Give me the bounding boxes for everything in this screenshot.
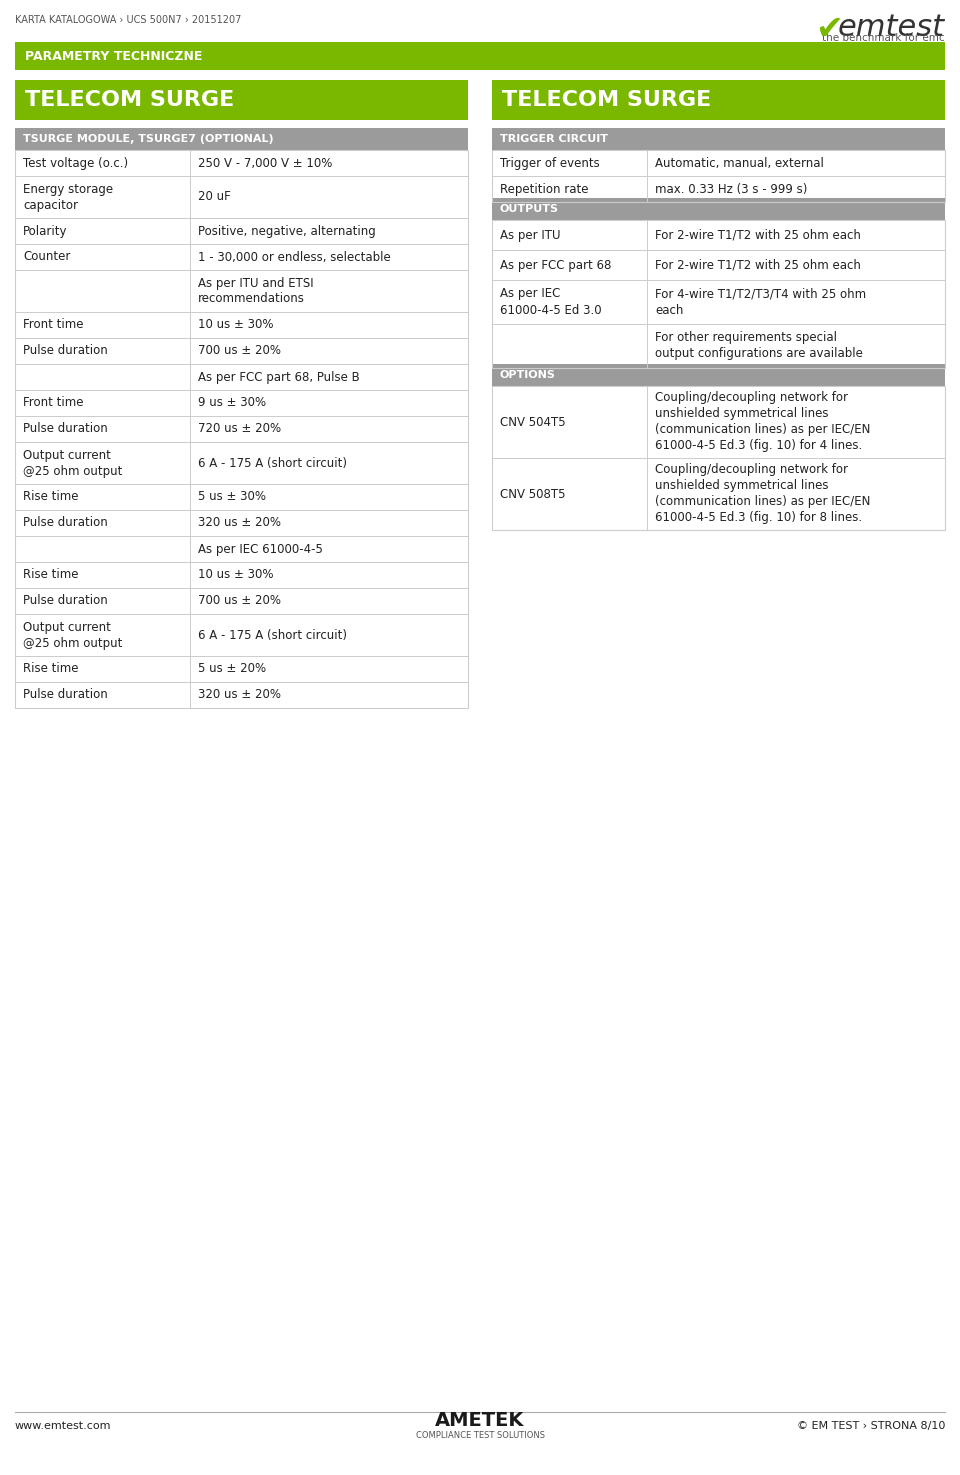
Text: For 2-wire T1/T2 with 25 ohm each: For 2-wire T1/T2 with 25 ohm each	[655, 258, 861, 271]
Bar	[15, 150, 468, 708]
Text: 6 A - 175 A (short circuit): 6 A - 175 A (short circuit)	[198, 456, 347, 469]
Text: Test voltage (o.c.): Test voltage (o.c.)	[23, 156, 128, 170]
Text: 700 us ± 20%: 700 us ± 20%	[198, 594, 281, 608]
Text: Front time: Front time	[23, 397, 84, 410]
Text: As per IEC
61000-4-5 Ed 3.0: As per IEC 61000-4-5 Ed 3.0	[500, 288, 602, 317]
Text: CNV 504T5: CNV 504T5	[500, 416, 565, 429]
Text: ✔: ✔	[815, 13, 843, 46]
Text: Trigger of events: Trigger of events	[500, 156, 600, 170]
Text: Front time: Front time	[23, 319, 84, 332]
Text: For 4-wire T1/T2/T3/T4 with 25 ohm
each: For 4-wire T1/T2/T3/T4 with 25 ohm each	[655, 288, 866, 317]
Text: 700 us ± 20%: 700 us ± 20%	[198, 345, 281, 357]
Text: As per IEC 61000-4-5: As per IEC 61000-4-5	[198, 543, 323, 556]
Text: As per FCC part 68: As per FCC part 68	[500, 258, 612, 271]
Text: 1 - 30,000 or endless, selectable: 1 - 30,000 or endless, selectable	[198, 251, 391, 264]
Text: TRIGGER CIRCUIT: TRIGGER CIRCUIT	[500, 134, 608, 145]
Text: 10 us ± 30%: 10 us ± 30%	[198, 319, 274, 332]
Text: 250 V - 7,000 V ± 10%: 250 V - 7,000 V ± 10%	[198, 156, 332, 170]
Text: As per ITU: As per ITU	[500, 229, 561, 242]
Text: Automatic, manual, external: Automatic, manual, external	[655, 156, 824, 170]
Text: OUTPUTS: OUTPUTS	[500, 204, 559, 214]
Text: Rise time: Rise time	[23, 568, 79, 581]
Text: Output current
@25 ohm output: Output current @25 ohm output	[23, 448, 122, 478]
Text: 320 us ± 20%: 320 us ± 20%	[198, 516, 281, 530]
Text: PARAMETRY TECHNICZNE: PARAMETRY TECHNICZNE	[25, 50, 203, 62]
Text: COMPLIANCE TEST SOLUTIONS: COMPLIANCE TEST SOLUTIONS	[416, 1432, 544, 1441]
Bar	[492, 80, 945, 119]
Text: As per FCC part 68, Pulse B: As per FCC part 68, Pulse B	[198, 370, 360, 384]
Bar	[492, 386, 945, 530]
Text: For 2-wire T1/T2 with 25 ohm each: For 2-wire T1/T2 with 25 ohm each	[655, 229, 861, 242]
Text: Coupling/decoupling network for
unshielded symmetrical lines
(communication line: Coupling/decoupling network for unshield…	[655, 391, 871, 453]
Bar	[15, 128, 468, 150]
Text: TELECOM SURGE: TELECOM SURGE	[502, 90, 711, 111]
Text: TELECOM SURGE: TELECOM SURGE	[25, 90, 234, 111]
Text: 9 us ± 30%: 9 us ± 30%	[198, 397, 266, 410]
Text: 720 us ± 20%: 720 us ± 20%	[198, 422, 281, 435]
Text: max. 0.33 Hz (3 s - 999 s): max. 0.33 Hz (3 s - 999 s)	[655, 183, 807, 196]
Text: 5 us ± 30%: 5 us ± 30%	[198, 491, 266, 503]
Text: © EM TEST › STRONA 8/10: © EM TEST › STRONA 8/10	[797, 1420, 945, 1431]
Text: Rise time: Rise time	[23, 662, 79, 676]
Text: 10 us ± 30%: 10 us ± 30%	[198, 568, 274, 581]
Text: CNV 508T5: CNV 508T5	[500, 488, 565, 500]
Text: Pulse duration: Pulse duration	[23, 594, 108, 608]
Text: Pulse duration: Pulse duration	[23, 516, 108, 530]
Text: Coupling/decoupling network for
unshielded symmetrical lines
(communication line: Coupling/decoupling network for unshield…	[655, 463, 871, 525]
Bar	[15, 41, 945, 69]
Bar	[492, 220, 945, 367]
Text: Pulse duration: Pulse duration	[23, 345, 108, 357]
Text: 20 uF: 20 uF	[198, 190, 230, 204]
Text: 320 us ± 20%: 320 us ± 20%	[198, 689, 281, 702]
Text: TSURGE MODULE, TSURGE7 (OPTIONAL): TSURGE MODULE, TSURGE7 (OPTIONAL)	[23, 134, 274, 145]
Text: For other requirements special
output configurations are available: For other requirements special output co…	[655, 332, 863, 360]
Bar	[492, 364, 945, 386]
Text: Positive, negative, alternating: Positive, negative, alternating	[198, 224, 375, 237]
Bar	[15, 80, 468, 119]
Text: As per ITU and ETSI
recommendations: As per ITU and ETSI recommendations	[198, 276, 314, 305]
Text: www.emtest.com: www.emtest.com	[15, 1420, 111, 1431]
Text: Polarity: Polarity	[23, 224, 67, 237]
Text: Repetition rate: Repetition rate	[500, 183, 588, 196]
Text: Energy storage
capacitor: Energy storage capacitor	[23, 183, 113, 211]
Text: KARTA KATALOGOWA › UCS 500N7 › 20151207: KARTA KATALOGOWA › UCS 500N7 › 20151207	[15, 15, 241, 25]
Text: 5 us ± 20%: 5 us ± 20%	[198, 662, 266, 676]
Text: 6 A - 175 A (short circuit): 6 A - 175 A (short circuit)	[198, 628, 347, 642]
Bar	[492, 128, 945, 150]
Text: AMETEK: AMETEK	[435, 1410, 525, 1429]
Bar	[492, 198, 945, 220]
Text: Output current
@25 ohm output: Output current @25 ohm output	[23, 621, 122, 649]
Bar	[492, 150, 945, 202]
Text: emtest: emtest	[838, 13, 945, 41]
Text: Rise time: Rise time	[23, 491, 79, 503]
Text: Pulse duration: Pulse duration	[23, 689, 108, 702]
Text: Counter: Counter	[23, 251, 70, 264]
Text: the benchmark for emc: the benchmark for emc	[823, 32, 945, 43]
Text: OPTIONS: OPTIONS	[500, 370, 556, 381]
Text: Pulse duration: Pulse duration	[23, 422, 108, 435]
